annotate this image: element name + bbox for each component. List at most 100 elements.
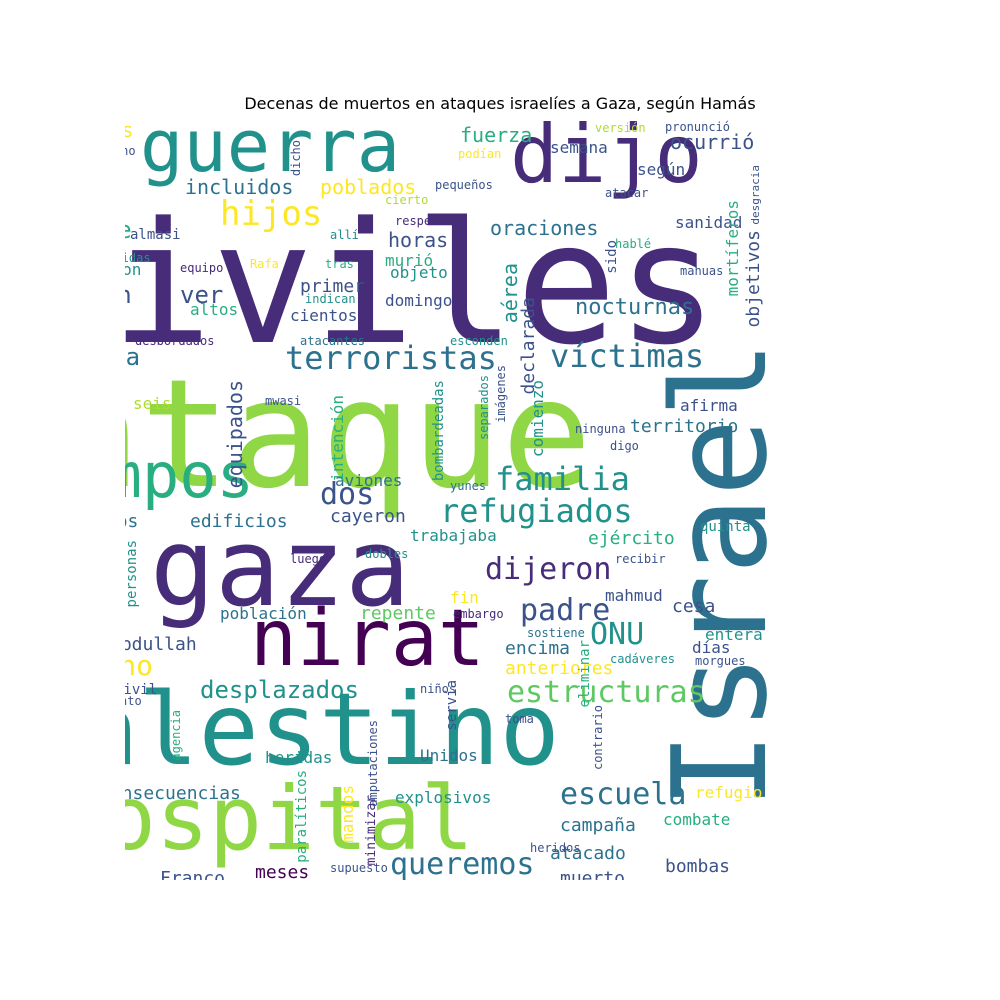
word-hermano: hermano: [125, 649, 154, 682]
word-segun: según: [637, 160, 686, 179]
word-equipados: equipados: [223, 380, 247, 489]
word-campana: campaña: [560, 815, 636, 836]
word-comienzo: comienzo: [528, 380, 547, 458]
word-combate: combate: [663, 810, 731, 829]
word-civil: civil: [125, 682, 158, 698]
word-hable: hablé: [615, 237, 652, 251]
word-separados: separados: [477, 375, 491, 441]
word-muerto: muerto: [560, 868, 626, 881]
word-indican: indican: [305, 292, 356, 306]
word-desplazados: desplazados: [200, 676, 359, 704]
word-morgues: morgues: [695, 654, 746, 668]
word-cesa: cesa: [672, 596, 716, 617]
word-mandos: mandos: [338, 785, 357, 843]
cloud-title: Decenas de muertos en ataques israelíes …: [244, 94, 756, 113]
word-entera: entera: [705, 625, 763, 644]
word-alcanzaron: alcanzaron: [125, 260, 142, 279]
word-ocurrio: ocurrió: [670, 130, 755, 154]
word-dijo: dijo: [510, 120, 703, 201]
word-hijos: hijos: [220, 194, 323, 234]
word-dos: dos: [320, 477, 375, 512]
word-campos: campos: [125, 439, 254, 512]
word-padre: padre: [520, 593, 611, 628]
word-contrario: contrario: [591, 705, 605, 771]
word-refugio: refugio: [695, 783, 763, 802]
word-cloud: civilesataquegazaIsraelpalestinohospital…: [125, 120, 885, 880]
word-dias: días: [692, 638, 731, 657]
word-personas: personas: [125, 540, 140, 608]
word-consecuencias: consecuencias: [125, 783, 241, 804]
word-afirma: afirma: [680, 396, 738, 415]
word-heridas: heridas: [265, 748, 333, 767]
word-eliminar: eliminar: [577, 640, 593, 708]
word-objeto: objeto: [390, 263, 448, 282]
word-podian: podían: [458, 147, 502, 161]
word-paraliticos: paralíticos: [294, 770, 310, 863]
word-meses: meses: [255, 862, 310, 881]
word-mahmud: mahmud: [605, 586, 663, 605]
word-bombardeadas: bombardeadas: [431, 380, 447, 482]
word-cayeron: cayeron: [330, 506, 406, 527]
word-medidas: medidas: [125, 251, 151, 265]
word-nocturnas: nocturnas: [575, 295, 695, 320]
word-muerte: muerte: [125, 218, 132, 242]
word-nirat: nirat: [250, 594, 485, 684]
word-heridos: heridos: [530, 841, 581, 855]
word-familia: familia: [495, 460, 630, 498]
word-recibir: recibir: [615, 552, 666, 566]
word-imagenes: imágenes: [494, 365, 508, 423]
word-bombardeos: bombardeos: [125, 511, 139, 532]
word-mwasi: mwasi: [265, 394, 302, 408]
word-toma: toma: [505, 712, 534, 726]
word-fuerza: fuerza: [460, 123, 533, 147]
word-desgracia: desgracia: [749, 165, 762, 225]
word-amputaciones: amputaciones: [366, 720, 380, 807]
word-queremos: queremos: [390, 847, 535, 880]
word-atacar: atacar: [605, 186, 649, 200]
word-respecto: respecto: [395, 214, 453, 228]
word-estructuras: estructuras: [507, 675, 706, 710]
word-agencia: agencia: [169, 710, 183, 761]
word-victimas: víctimas: [550, 337, 705, 375]
word-aerea: aérea: [498, 263, 522, 324]
word-almasi: almasi: [130, 227, 181, 243]
word-atacantes: atacantes: [300, 334, 366, 348]
word-bombas: bombas: [665, 856, 731, 877]
word-yunes: yunes: [450, 479, 487, 493]
word-horas: horas: [388, 228, 449, 252]
word-primer: primer: [300, 276, 366, 297]
word-ataque: ataque: [125, 348, 592, 522]
word-oraciones: oraciones: [490, 216, 599, 240]
word-ningun: ningún: [125, 283, 132, 307]
word-repente: repente: [360, 603, 436, 624]
word-cientos: cientos: [290, 306, 358, 325]
word-seis: seis: [133, 394, 172, 413]
word-murio: murió: [385, 251, 434, 270]
word-desbordados: desbordados: [135, 334, 215, 348]
word-civiles: civiles: [125, 186, 719, 382]
word-supuesto: supuesto: [330, 861, 388, 875]
word-tras: tras: [325, 257, 354, 271]
word-edificios: edificios: [190, 511, 288, 532]
word-luego: luego: [290, 552, 327, 566]
word-justifica: justifica: [125, 343, 141, 371]
word-hospital: hospital: [125, 767, 474, 870]
word-sanidad: sanidad: [675, 213, 743, 232]
word-cercano: cercano: [125, 144, 136, 158]
word-encima: encima: [505, 638, 571, 659]
word-explosivos: explosivos: [395, 788, 492, 807]
word-incluidos: incluidos: [185, 175, 294, 199]
word-palestino: palestino: [125, 671, 560, 788]
word-quinta: quinta: [700, 519, 751, 535]
word-embargo: embargo: [453, 607, 504, 621]
word-cadaveres: cadáveres: [610, 652, 676, 666]
word-esconden: esconden: [450, 334, 508, 348]
word-atacado: atacado: [550, 843, 626, 864]
word-semana: semana: [550, 138, 608, 157]
word-rafa: Rafa: [250, 257, 279, 271]
word-anteriores: anteriores: [505, 658, 614, 679]
word-ejercito: ejército: [588, 528, 675, 549]
word-gaza: gaza: [150, 506, 411, 631]
word-departamento: departamento: [125, 694, 142, 708]
